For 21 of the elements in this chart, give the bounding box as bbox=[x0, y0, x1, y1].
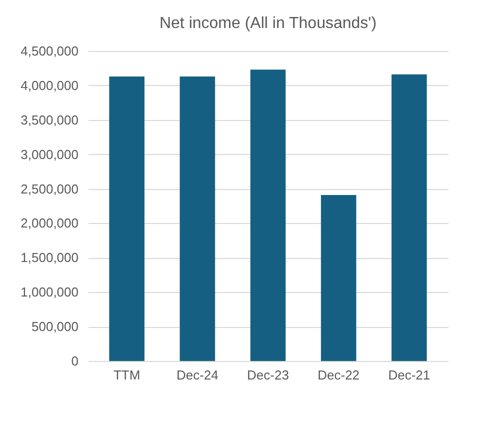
y-tick-label: 2,000,000 bbox=[20, 216, 78, 231]
y-tick-label: 500,000 bbox=[32, 319, 78, 334]
bar bbox=[392, 74, 427, 361]
y-tick-label: 3,000,000 bbox=[20, 146, 78, 162]
bar bbox=[250, 70, 286, 361]
x-tick-label: Dec-24 bbox=[176, 368, 218, 382]
x-tick-label: Dec-21 bbox=[388, 368, 430, 382]
y-tick-label: 4,000,000 bbox=[20, 78, 78, 93]
bar bbox=[320, 194, 356, 361]
bar bbox=[109, 76, 144, 361]
bar bbox=[180, 76, 216, 361]
y-tick-label: 4,500,000 bbox=[20, 44, 78, 58]
x-tick-label: Dec-23 bbox=[247, 368, 289, 382]
chart-title: Net income (All in Thousands') bbox=[159, 15, 377, 32]
y-tick-label: 1,000,000 bbox=[20, 284, 78, 300]
y-tick-label: 3,500,000 bbox=[20, 112, 78, 128]
y-tick-label: 1,500,000 bbox=[20, 250, 78, 266]
y-tick-label: 2,500,000 bbox=[20, 181, 78, 196]
x-tick-label: Dec-22 bbox=[318, 368, 360, 382]
x-tick-label: TTM bbox=[113, 368, 140, 382]
y-tick-label: 0 bbox=[71, 354, 78, 368]
